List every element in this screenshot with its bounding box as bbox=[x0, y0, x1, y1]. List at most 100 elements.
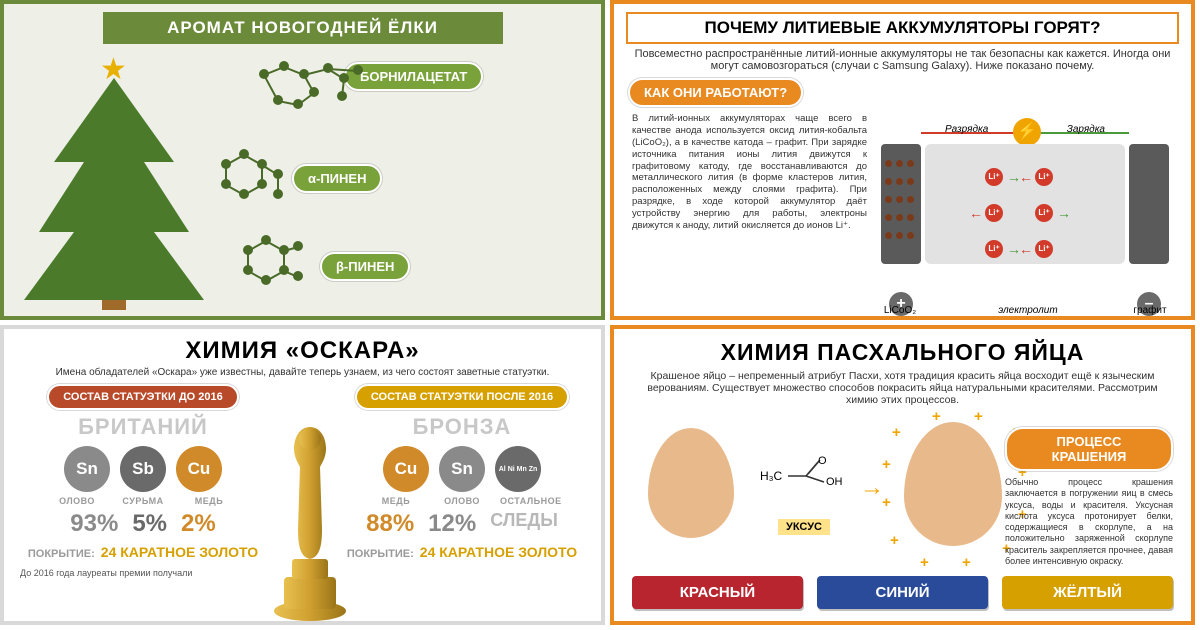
atom bbox=[323, 63, 333, 73]
panel-tree-aroma: АРОМАТ НОВОГОДНЕЙ ЁЛКИ ★ БОРНИЛАЦЕТАТα-П… bbox=[0, 0, 605, 320]
atom bbox=[273, 189, 283, 199]
composition-after-2016: СОСТАВ СТАТУЭТКИ ПОСЛЕ 2016БРОНЗАCuSnAl … bbox=[337, 384, 587, 560]
cobalt-dot bbox=[907, 196, 914, 203]
material-name: БРИТАНИЙ bbox=[18, 414, 268, 440]
plus-icon: + bbox=[974, 408, 983, 425]
lithium-ion: Li⁺ bbox=[1035, 168, 1053, 186]
cobalt-dot bbox=[907, 160, 914, 167]
lithium-ion: Li⁺ bbox=[985, 168, 1003, 186]
molecule-label: α-ПИНЕН bbox=[292, 164, 382, 193]
oscar-statuette bbox=[270, 419, 350, 624]
svg-text:H₃C: H₃C bbox=[760, 469, 783, 483]
atom bbox=[279, 265, 289, 275]
element-row: SnSbCu bbox=[18, 446, 268, 492]
plus-icon: + bbox=[882, 494, 891, 511]
atom bbox=[353, 65, 363, 75]
cobalt-dot bbox=[896, 160, 903, 167]
star-icon: ★ bbox=[100, 52, 127, 87]
cobalt-dot bbox=[896, 214, 903, 221]
atom bbox=[257, 179, 267, 189]
atom bbox=[261, 235, 271, 245]
atom bbox=[221, 179, 231, 189]
process-text: Обычно процесс крашения заключается в по… bbox=[1005, 477, 1173, 567]
cathode-label: графит bbox=[1115, 305, 1185, 316]
egg-charged bbox=[904, 422, 1002, 546]
svg-text:OH: OH bbox=[826, 476, 843, 488]
cobalt-dot bbox=[896, 196, 903, 203]
element-name: ОЛОВО bbox=[49, 496, 105, 506]
process-pill: ПРОЦЕСС КРАШЕНИЯ bbox=[1005, 427, 1173, 471]
panel3-sub: Имена обладателей «Оскара» уже известны,… bbox=[4, 367, 601, 378]
plus-icon: + bbox=[890, 532, 899, 549]
plus-icon: + bbox=[962, 554, 971, 571]
atom bbox=[279, 61, 289, 71]
cobalt-dot bbox=[885, 160, 892, 167]
element-name: ОЛОВО bbox=[434, 496, 490, 506]
egg-plain bbox=[648, 428, 734, 538]
element-name: МЕДЬ bbox=[181, 496, 237, 506]
section-pill: СОСТАВ СТАТУЭТКИ ПОСЛЕ 2016 bbox=[355, 384, 569, 410]
coating: ПОКРЫТИЕ:24 КАРАТНОЕ ЗОЛОТО bbox=[337, 544, 587, 560]
cobalt-dot bbox=[896, 178, 903, 185]
cobalt-dot bbox=[885, 196, 892, 203]
material-name: БРОНЗА bbox=[337, 414, 587, 440]
plus-icon: + bbox=[882, 456, 891, 473]
lithium-ion: Li⁺ bbox=[985, 204, 1003, 222]
element-circle: Al Ni Mn Zn bbox=[495, 446, 541, 492]
atom bbox=[273, 95, 283, 105]
molecule-label: β-ПИНЕН bbox=[320, 252, 410, 281]
cobalt-dot bbox=[907, 178, 914, 185]
color-button[interactable]: КРАСНЫЙ bbox=[632, 576, 803, 609]
panel-lithium-battery: ПОЧЕМУ ЛИТИЕВЫЕ АККУМУЛЯТОРЫ ГОРЯТ? Повс… bbox=[610, 0, 1195, 320]
color-button[interactable]: ЖЁЛТЫЙ bbox=[1002, 576, 1173, 609]
color-buttons: КРАСНЫЙ СИНИЙ ЖЁЛТЫЙ bbox=[632, 576, 1173, 609]
atom bbox=[259, 69, 269, 79]
ion-arrow: ← bbox=[1019, 241, 1033, 257]
panel4-sub: Крашеное яйцо – непременный атрибут Пасх… bbox=[614, 370, 1191, 414]
bolt-icon: ⚡ bbox=[1013, 118, 1041, 146]
coating: ПОКРЫТИЕ:24 КАРАТНОЕ ЗОЛОТО bbox=[18, 544, 268, 560]
electrolyte-label: электролит bbox=[993, 305, 1063, 316]
element-circle: Sn bbox=[64, 446, 110, 492]
plus-icon: + bbox=[932, 408, 941, 425]
acetic-acid: H₃C O OH УКСУС bbox=[754, 452, 854, 535]
atom bbox=[257, 159, 267, 169]
lead-discharge: Разрядка bbox=[921, 132, 1025, 134]
atom bbox=[273, 169, 283, 179]
element-percent: СЛЕДЫ bbox=[490, 510, 558, 538]
lithium-ion: Li⁺ bbox=[1035, 204, 1053, 222]
atom bbox=[299, 69, 309, 79]
ion-arrow: ← bbox=[969, 205, 983, 221]
atom bbox=[293, 99, 303, 109]
section-pill: СОСТАВ СТАТУЭТКИ ДО 2016 bbox=[47, 384, 239, 410]
lithium-ion: Li⁺ bbox=[1035, 240, 1053, 258]
element-name: МЕДЬ bbox=[368, 496, 424, 506]
atom bbox=[243, 265, 253, 275]
element-percent: 2% bbox=[181, 510, 216, 538]
element-name: СУРЬМА bbox=[115, 496, 171, 506]
element-percent: 5% bbox=[132, 510, 167, 538]
cobalt-dot bbox=[907, 214, 914, 221]
element-percent: 12% bbox=[428, 510, 476, 538]
discharge-label: Разрядка bbox=[945, 124, 988, 135]
ion-arrow: ← bbox=[1019, 169, 1033, 185]
vinegar-label: УКСУС bbox=[778, 519, 830, 535]
battery-diagram: Разрядка Зарядка ⚡ + – LiCoO₂ электролит… bbox=[875, 124, 1175, 294]
panel-oscar-chemistry: ХИМИЯ «ОСКАРА» Имена обладателей «Оскара… bbox=[0, 325, 605, 625]
atom bbox=[239, 149, 249, 159]
panel-easter-egg: ХИМИЯ ПАСХАЛЬНОГО ЯЙЦА Крашеное яйцо – н… bbox=[610, 325, 1195, 625]
molecule-icon: H₃C O OH bbox=[754, 452, 854, 488]
lithium-ion: Li⁺ bbox=[985, 240, 1003, 258]
color-button[interactable]: СИНИЙ bbox=[817, 576, 988, 609]
atom bbox=[239, 189, 249, 199]
element-percent: 93% bbox=[70, 510, 118, 538]
atom bbox=[309, 87, 319, 97]
atom bbox=[221, 159, 231, 169]
svg-text:O: O bbox=[818, 455, 827, 467]
atom bbox=[243, 245, 253, 255]
element-circle: Cu bbox=[176, 446, 222, 492]
element-name: ОСТАЛЬНОЕ bbox=[500, 496, 556, 506]
panel4-title: ХИМИЯ ПАСХАЛЬНОГО ЯЙЦА bbox=[614, 339, 1191, 366]
atom bbox=[293, 271, 303, 281]
panel1-title: АРОМАТ НОВОГОДНЕЙ ЁЛКИ bbox=[103, 12, 503, 44]
